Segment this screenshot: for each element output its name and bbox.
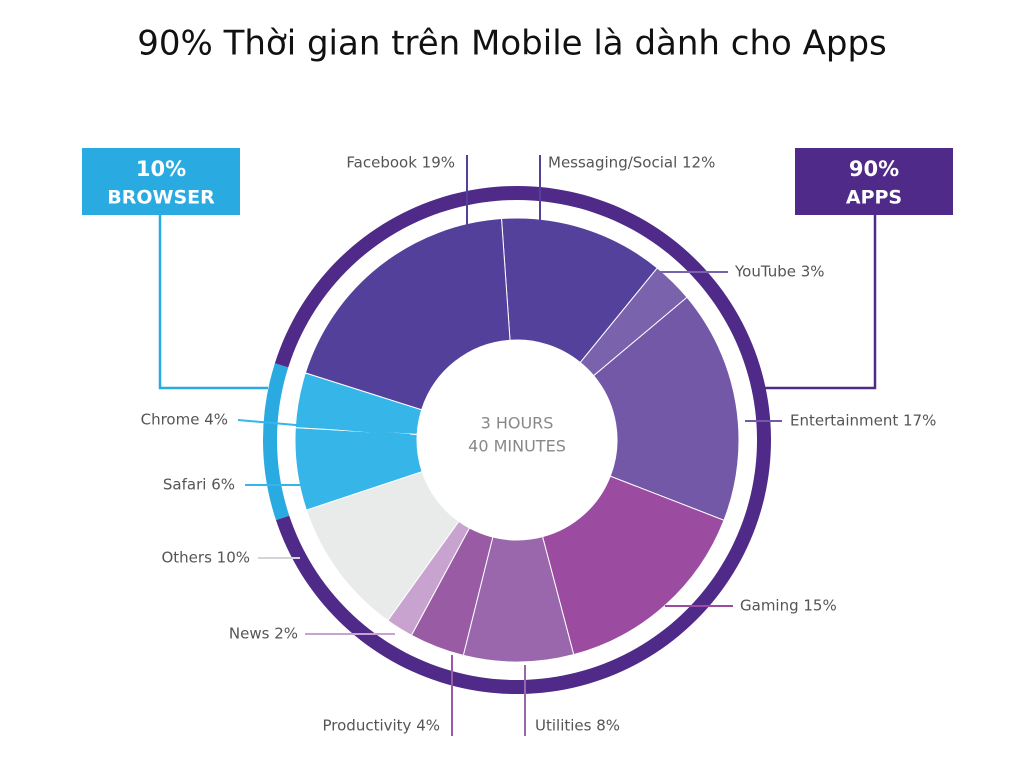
leader-line <box>237 419 411 436</box>
data-label: Utilities 8% <box>535 717 620 735</box>
group-connector <box>765 215 877 390</box>
center-label: 3 HOURS <box>481 414 554 433</box>
donut-segment <box>592 296 740 521</box>
data-label: Facebook 19% <box>346 154 455 172</box>
group-value: 10% <box>136 157 186 181</box>
data-label: Safari 6% <box>163 476 235 494</box>
center-label: 40 MINUTES <box>468 437 566 456</box>
group-connector <box>158 215 268 390</box>
donut-segment <box>304 218 511 411</box>
data-label: Others 10% <box>161 549 250 567</box>
data-label: YouTube 3% <box>734 263 825 281</box>
group-value: 90% <box>849 157 899 181</box>
group-name: APPS <box>846 187 902 209</box>
group-box <box>795 148 953 215</box>
data-label: Gaming 15% <box>740 597 837 615</box>
donut-segment <box>541 475 725 656</box>
data-label: Messaging/Social 12% <box>548 154 715 172</box>
group-box <box>82 148 240 215</box>
data-label: Productivity 4% <box>323 717 441 735</box>
chart-title: 90% Thời gian trên Mobile là dành cho Ap… <box>137 24 887 64</box>
group-ring <box>263 363 290 521</box>
group-name: BROWSER <box>107 187 215 209</box>
data-label: Entertainment 17% <box>790 412 936 430</box>
data-label: News 2% <box>229 625 298 643</box>
data-label: Chrome 4% <box>141 411 228 429</box>
